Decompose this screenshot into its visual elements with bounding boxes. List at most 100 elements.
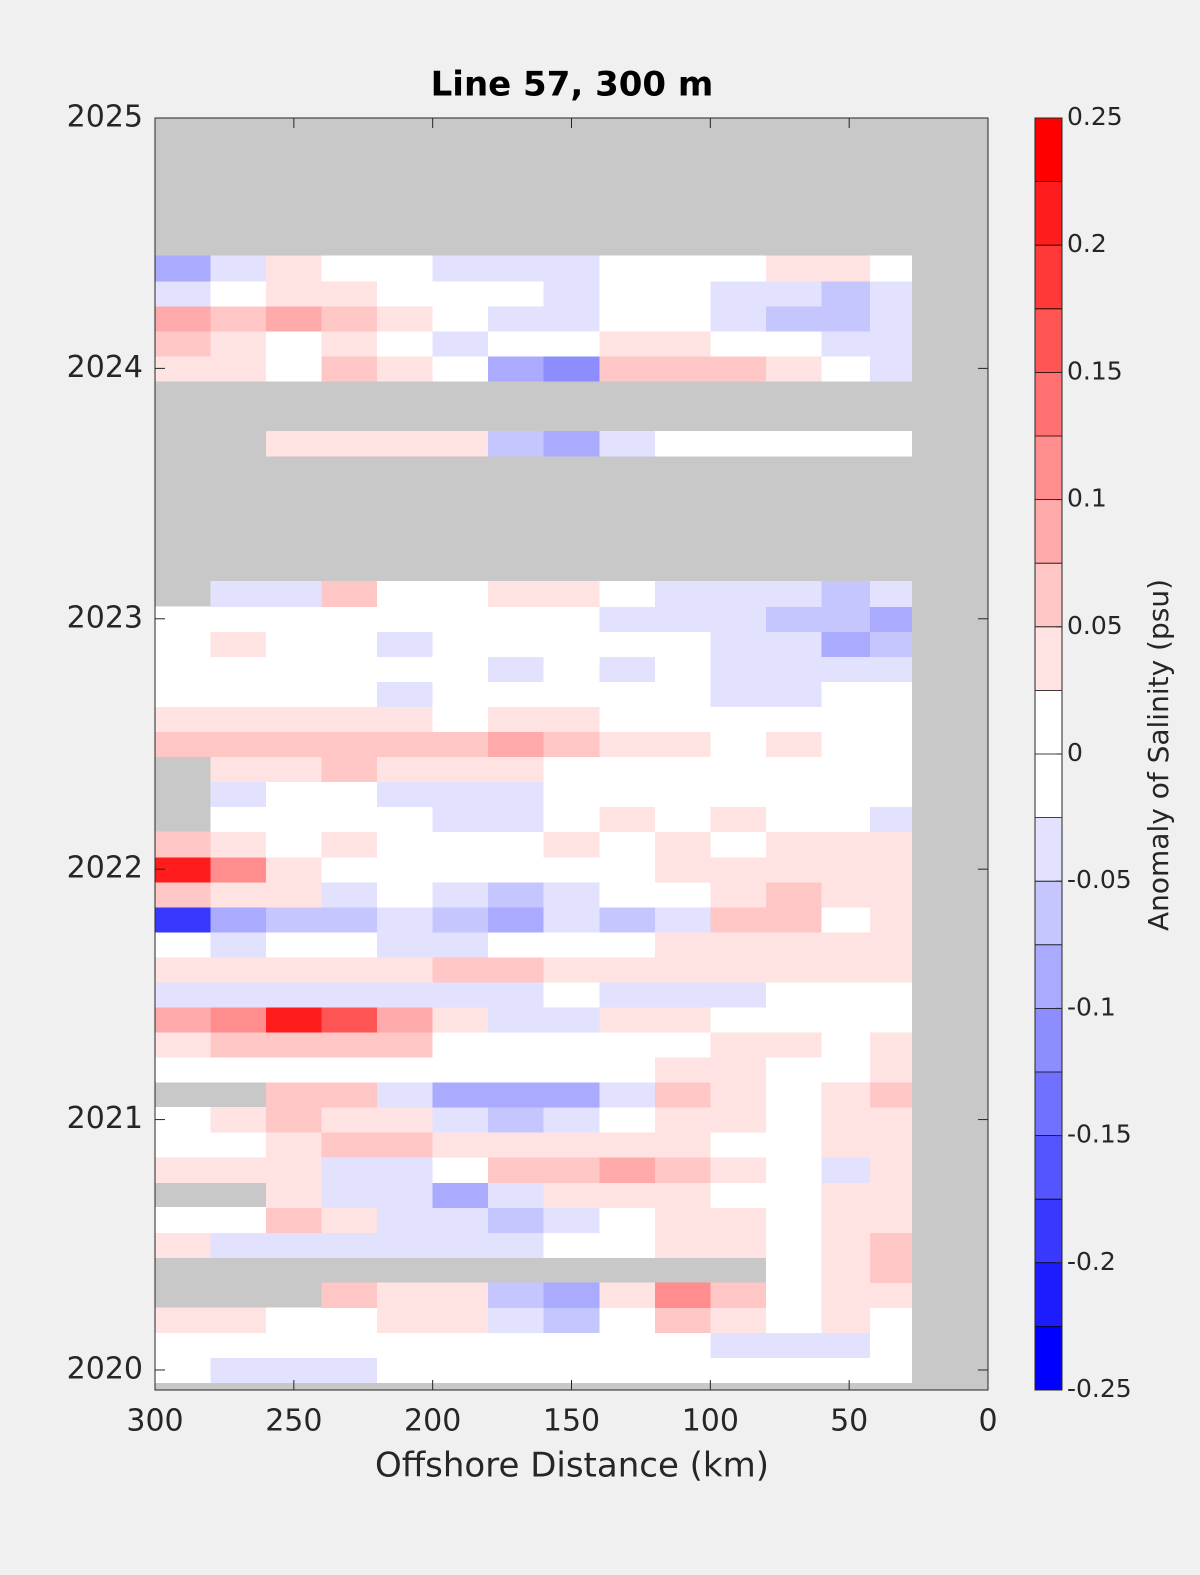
y-tick-label: 2022 <box>67 851 143 886</box>
cell <box>599 706 656 733</box>
cell <box>869 656 913 682</box>
cell <box>488 656 545 682</box>
x-tick-label: 150 <box>543 1404 600 1439</box>
cell <box>765 1357 822 1384</box>
cell <box>155 1006 212 1033</box>
cell <box>821 856 871 883</box>
cell <box>654 1056 711 1083</box>
cell <box>266 606 323 632</box>
cell <box>765 1207 822 1233</box>
cell <box>821 931 871 958</box>
cell <box>432 731 489 758</box>
cell <box>266 1107 323 1133</box>
cell <box>654 430 711 457</box>
cell <box>488 631 545 657</box>
cell <box>821 706 871 733</box>
x-tick-label: 200 <box>404 1404 461 1439</box>
cell <box>869 1182 913 1208</box>
colorbar-band <box>1035 1135 1062 1200</box>
cell <box>869 305 913 332</box>
cell <box>321 756 378 783</box>
cell <box>654 781 711 808</box>
cell <box>432 631 489 657</box>
cell <box>599 1282 656 1308</box>
colorbar-band <box>1035 754 1062 819</box>
cell <box>599 981 656 1008</box>
cell <box>654 355 711 382</box>
colorbar-band <box>1035 944 1062 1009</box>
cell <box>710 1056 767 1083</box>
cell <box>321 631 378 657</box>
cell <box>765 330 822 357</box>
cell <box>266 781 323 808</box>
cell <box>321 681 378 708</box>
cell <box>155 956 212 983</box>
cell <box>210 731 267 758</box>
cell <box>377 1182 434 1208</box>
cell <box>599 781 656 808</box>
cell <box>710 1107 767 1133</box>
cell <box>266 681 323 708</box>
cell <box>765 956 822 983</box>
cell <box>821 1182 871 1208</box>
cell <box>765 280 822 307</box>
cell <box>155 1207 212 1233</box>
cell <box>155 981 212 1008</box>
cell <box>488 906 545 933</box>
cell <box>543 1056 600 1083</box>
cell <box>765 1082 822 1108</box>
cell <box>869 255 913 282</box>
cell <box>765 881 822 908</box>
cell <box>321 781 378 808</box>
cell <box>821 781 871 808</box>
cell <box>210 1357 267 1384</box>
cell <box>543 1006 600 1033</box>
cell <box>432 1232 489 1258</box>
cell <box>543 881 600 908</box>
cell <box>543 781 600 808</box>
cell <box>266 1031 323 1058</box>
x-tick-label: 250 <box>265 1404 322 1439</box>
cell <box>321 956 378 983</box>
cell <box>488 1031 545 1058</box>
cell <box>765 581 822 607</box>
cell <box>210 1232 267 1258</box>
cell <box>155 706 212 733</box>
cell <box>654 255 711 282</box>
cell <box>377 581 434 607</box>
cell <box>821 1107 871 1133</box>
cell <box>543 1207 600 1233</box>
cell <box>654 856 711 883</box>
cell <box>377 631 434 657</box>
cell <box>710 581 767 607</box>
cell <box>488 681 545 708</box>
cell <box>869 731 913 758</box>
cell <box>210 931 267 958</box>
cell <box>488 430 545 457</box>
cell <box>654 305 711 332</box>
cell <box>377 1056 434 1083</box>
cell <box>869 1006 913 1033</box>
cell <box>432 906 489 933</box>
cell <box>377 1332 434 1359</box>
colorbar-tick-label: -0.05 <box>1067 865 1132 894</box>
cell <box>155 1307 212 1334</box>
cell <box>488 1107 545 1133</box>
cell <box>321 305 378 332</box>
cell <box>432 756 489 783</box>
cell <box>432 656 489 682</box>
cell <box>654 1082 711 1108</box>
cell <box>266 1182 323 1208</box>
cell <box>321 1157 378 1183</box>
cell <box>321 906 378 933</box>
cell <box>654 1031 711 1058</box>
cell <box>377 906 434 933</box>
cell <box>765 906 822 933</box>
cell <box>432 831 489 858</box>
cell <box>543 931 600 958</box>
cell <box>710 756 767 783</box>
cell <box>821 1056 871 1083</box>
cell <box>654 1307 711 1334</box>
cell <box>432 956 489 983</box>
cell <box>432 781 489 808</box>
